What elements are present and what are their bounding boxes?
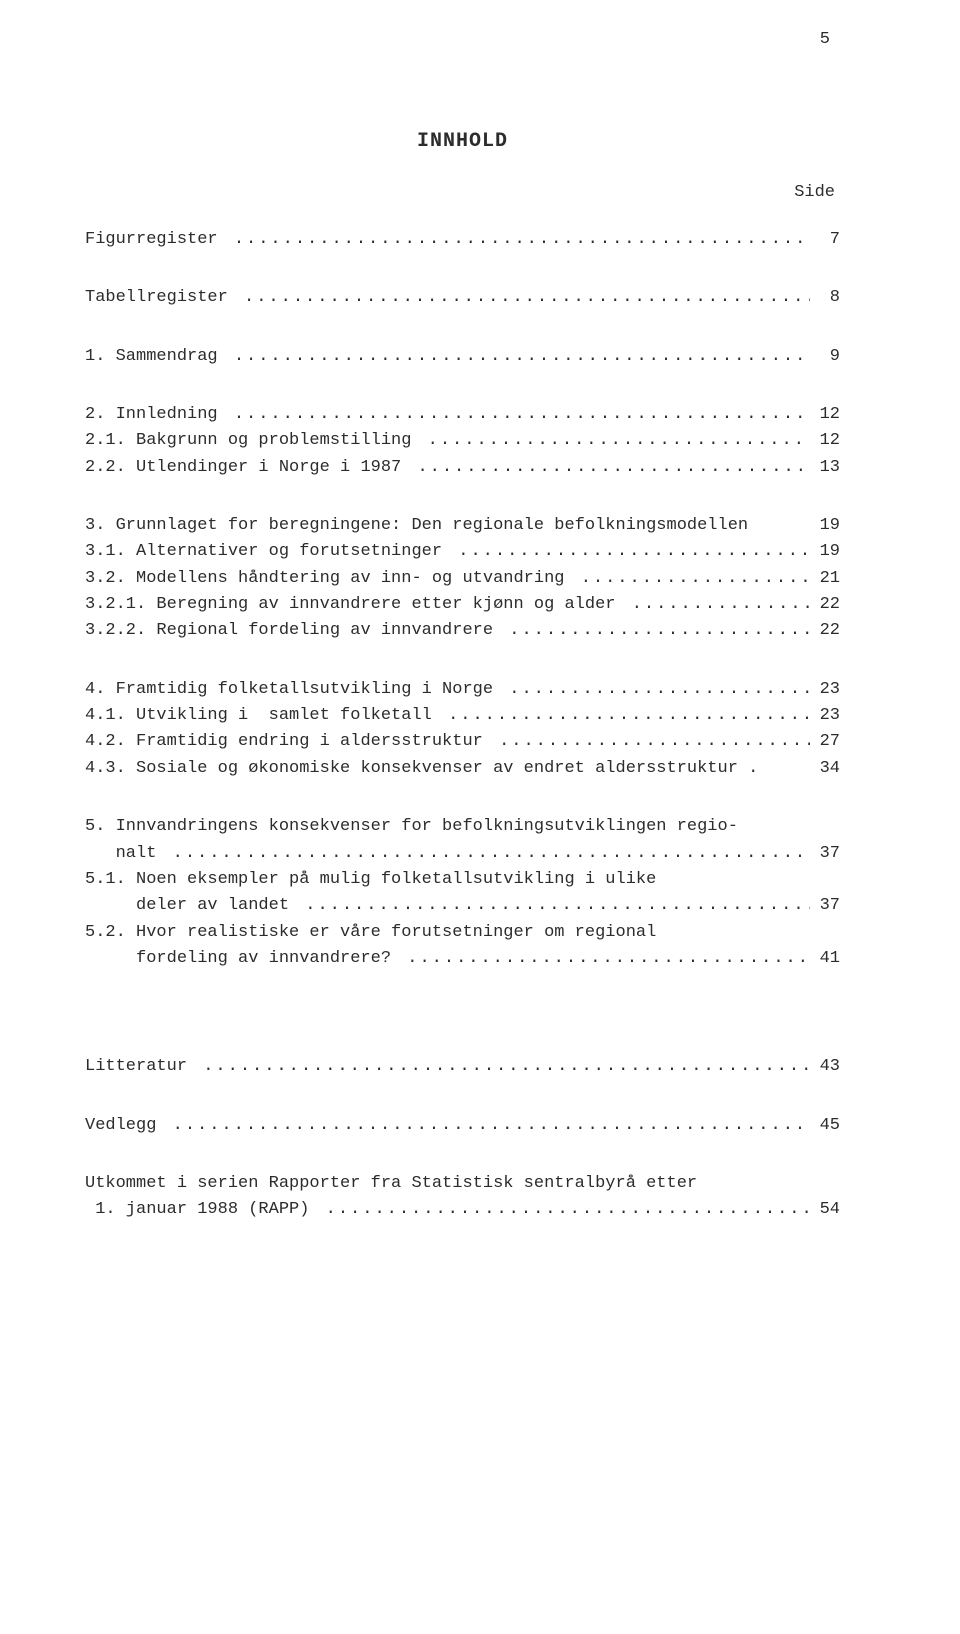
toc-entry: 2.2. Utlendinger i Norge i 1987 13: [85, 455, 840, 481]
toc-leader-dots: [228, 402, 810, 428]
toc-leader-dots: [228, 227, 810, 253]
toc-block-figurregister: Figurregister 7: [85, 227, 840, 253]
toc-block-tabellregister: Tabellregister 8: [85, 285, 840, 311]
toc-text: 1. januar 1988 (RAPP): [85, 1197, 320, 1223]
toc-page: 12: [810, 402, 840, 428]
toc-page: 19: [810, 513, 840, 539]
toc-leader-dots: [167, 1113, 810, 1139]
toc-text: Tabellregister: [85, 285, 238, 311]
toc-leader-dots: [320, 1197, 810, 1223]
toc-entry: 4. Framtidig folketallsutvikling i Norge…: [85, 677, 840, 703]
toc-block-vedlegg: Vedlegg 45: [85, 1113, 840, 1139]
toc-text-wrap: 5.2. Hvor realistiske er våre forutsetni…: [85, 920, 840, 946]
toc-block-innledning: 2. Innledning 12 2.1. Bakgrunn og proble…: [85, 402, 840, 481]
toc-page: 37: [810, 841, 840, 867]
toc-page: 19: [810, 539, 840, 565]
toc-page: 43: [810, 1054, 840, 1080]
toc-leader-dots: [503, 618, 810, 644]
toc-leader-dots: [411, 455, 810, 481]
toc-text-wrap: Utkommet i serien Rapporter fra Statisti…: [85, 1171, 840, 1197]
toc-page: 7: [810, 227, 840, 253]
side-column-label: Side: [85, 183, 840, 202]
toc-leader-dots: [197, 1054, 810, 1080]
toc-text: Figurregister: [85, 227, 228, 253]
toc-entry: 4.1. Utvikling i samlet folketall 23: [85, 703, 840, 729]
toc-page: 23: [810, 703, 840, 729]
toc-leader-dots: [575, 566, 810, 592]
toc-text: 4.3. Sosiale og økonomiske konsekvenser …: [85, 756, 758, 782]
toc-entry: 2.1. Bakgrunn og problemstilling 12: [85, 428, 840, 454]
toc-text: 3. Grunnlaget for beregningene: Den regi…: [85, 513, 748, 539]
toc-leader-dots: [442, 703, 810, 729]
toc-page: 12: [810, 428, 840, 454]
toc-text: 3.2.1. Beregning av innvandrere etter kj…: [85, 592, 626, 618]
toc-leader-dots: [228, 344, 810, 370]
toc-text: 4. Framtidig folketallsutvikling i Norge: [85, 677, 503, 703]
toc-entry: nalt 37: [85, 841, 840, 867]
toc-entry: 3.2.1. Beregning av innvandrere etter kj…: [85, 592, 840, 618]
toc-text-wrap: 5. Innvandringens konsekvenser for befol…: [85, 814, 840, 840]
toc-block-litteratur: Litteratur 43: [85, 1054, 840, 1080]
toc-entry: 1. Sammendrag 9: [85, 344, 840, 370]
toc-text: 3.2.2. Regional fordeling av innvandrere: [85, 618, 503, 644]
toc-leader-dots: [167, 841, 810, 867]
toc-page: 8: [810, 285, 840, 311]
toc-text-wrap: 5.1. Noen eksempler på mulig folketallsu…: [85, 867, 840, 893]
toc-page: 54: [810, 1197, 840, 1223]
toc-page: 13: [810, 455, 840, 481]
toc-text: nalt: [85, 841, 167, 867]
toc-entry: Figurregister 7: [85, 227, 840, 253]
toc-text: deler av landet: [85, 893, 299, 919]
toc-page: 27: [810, 729, 840, 755]
toc-block-framtidig: 4. Framtidig folketallsutvikling i Norge…: [85, 677, 840, 782]
toc-page: 22: [810, 592, 840, 618]
toc-page: 41: [810, 946, 840, 972]
toc-block-grunnlaget: 3. Grunnlaget for beregningene: Den regi…: [85, 513, 840, 645]
toc-text: 2.1. Bakgrunn og problemstilling: [85, 428, 422, 454]
toc-leader-dots: [493, 729, 810, 755]
toc-entry: 4.3. Sosiale og økonomiske konsekvenser …: [85, 756, 840, 782]
page-number: 5: [820, 30, 830, 49]
toc-entry: Vedlegg 45: [85, 1113, 840, 1139]
toc-leader-dots: [503, 677, 810, 703]
document-title: INNHOLD: [85, 130, 840, 153]
toc-entry: Tabellregister 8: [85, 285, 840, 311]
toc-page: 9: [810, 344, 840, 370]
toc-leader-dots: [401, 946, 810, 972]
toc-page: 22: [810, 618, 840, 644]
toc-text: 4.2. Framtidig endring i aldersstruktur: [85, 729, 493, 755]
toc-leader-dots: [452, 539, 810, 565]
toc-entry: 2. Innledning 12: [85, 402, 840, 428]
toc-leader-dots: [299, 893, 810, 919]
toc-text: 2.2. Utlendinger i Norge i 1987: [85, 455, 411, 481]
toc-entry: 3. Grunnlaget for beregningene: Den regi…: [85, 513, 840, 539]
toc-leader-dots: [422, 428, 810, 454]
toc-page: 23: [810, 677, 840, 703]
toc-block-utkommet: Utkommet i serien Rapporter fra Statisti…: [85, 1171, 840, 1224]
toc-block-sammendrag: 1. Sammendrag 9: [85, 344, 840, 370]
toc-leader-dots: [626, 592, 810, 618]
toc-text: fordeling av innvandrere?: [85, 946, 401, 972]
toc-text: Litteratur: [85, 1054, 197, 1080]
toc-text: 1. Sammendrag: [85, 344, 228, 370]
toc-entry: 4.2. Framtidig endring i aldersstruktur …: [85, 729, 840, 755]
toc-entry: deler av landet 37: [85, 893, 840, 919]
toc-entry: 3.1. Alternativer og forutsetninger 19: [85, 539, 840, 565]
toc-entry: fordeling av innvandrere? 41: [85, 946, 840, 972]
toc-text: 3.2. Modellens håndtering av inn- og utv…: [85, 566, 575, 592]
toc-entry: 1. januar 1988 (RAPP) 54: [85, 1197, 840, 1223]
toc-page: 45: [810, 1113, 840, 1139]
toc-page: 34: [810, 756, 840, 782]
toc-leader-dots: [238, 285, 810, 311]
toc-entry: Litteratur 43: [85, 1054, 840, 1080]
toc-text: 2. Innledning: [85, 402, 228, 428]
toc-text: Vedlegg: [85, 1113, 167, 1139]
toc-page: 37: [810, 893, 840, 919]
toc-entry: 3.2.2. Regional fordeling av innvandrere…: [85, 618, 840, 644]
toc-text: 3.1. Alternativer og forutsetninger: [85, 539, 452, 565]
toc-text: 4.1. Utvikling i samlet folketall: [85, 703, 442, 729]
toc-page: 21: [810, 566, 840, 592]
toc-block-innvandringens: 5. Innvandringens konsekvenser for befol…: [85, 814, 840, 972]
toc-entry: 3.2. Modellens håndtering av inn- og utv…: [85, 566, 840, 592]
